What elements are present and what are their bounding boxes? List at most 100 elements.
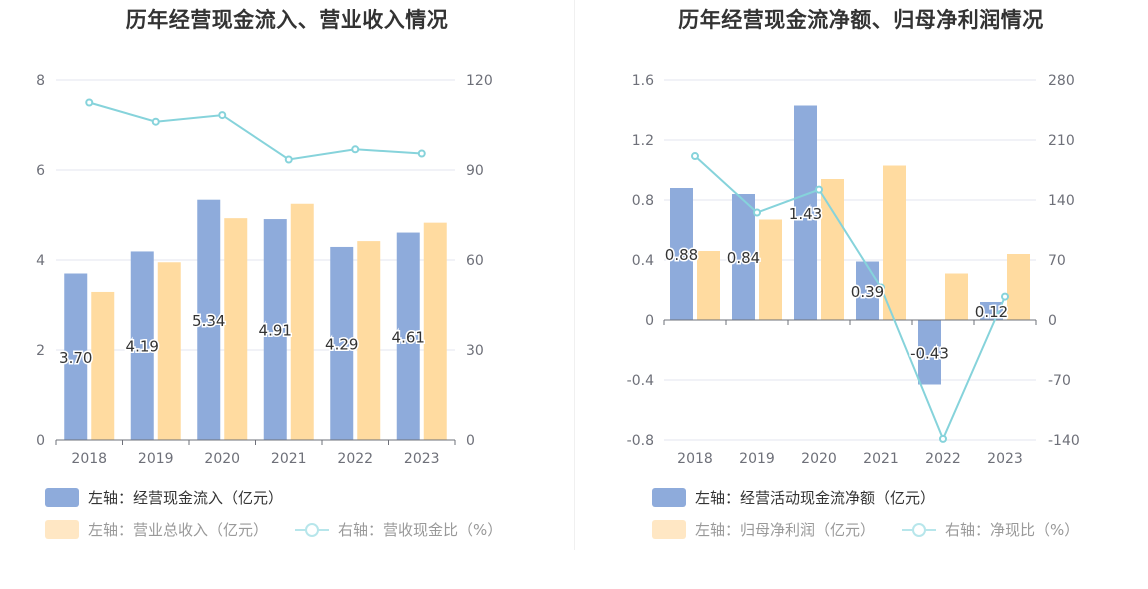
line-point-2020 — [815, 185, 823, 194]
line-point-2022 — [939, 434, 947, 443]
y-right-tick-label: 30 — [466, 343, 484, 359]
legend-swatch-bar-orange — [45, 520, 79, 539]
line-point-2019 — [151, 117, 160, 126]
bar-2020-series-1 — [794, 105, 817, 320]
data-label: 5.34 — [192, 312, 225, 330]
x-tick-label: 2019 — [138, 451, 174, 467]
chart-left-plot: 0 0 2 30 4 60 6 90 8 120 2018 2019 2020 2021 2022 2023 3… — [36, 73, 493, 467]
bar-2020-series-1 — [197, 199, 221, 440]
y-right-tick-label: 120 — [466, 73, 493, 89]
line-point-2023 — [417, 149, 426, 158]
y-left-tick-label: 1.2 — [632, 133, 654, 149]
chart-right-plot: -0.8 -140 -0.4 -70 0 0 0.4 70 0.8 140 1.2 210 1.6 280… — [627, 73, 1080, 467]
line-point-2018 — [691, 152, 699, 161]
y-right-tick-label: 70 — [1048, 253, 1066, 269]
bar-2020-series-2 — [821, 179, 844, 320]
data-label: 4.29 — [325, 335, 358, 353]
legend-item-net-profit[interactable]: 左轴：归母净利润（亿元） — [652, 519, 875, 540]
bar-2021-series-1 — [263, 219, 287, 440]
data-label: -0.43 — [910, 344, 949, 362]
legend-item-revenue[interactable]: 左轴：营业总收入（亿元） — [45, 519, 268, 540]
line-point-2018 — [85, 98, 94, 107]
y-right-tick-label: 0 — [1048, 313, 1057, 329]
line-series — [694, 155, 1006, 442]
y-left-tick-label: 4 — [36, 253, 45, 269]
legend-line-circle-icon — [902, 520, 936, 539]
line-point-2022 — [351, 145, 360, 154]
data-label: 0.39 — [851, 283, 884, 301]
legend-item-net-cash-flow[interactable]: 左轴：经营活动现金流净额（亿元） — [652, 487, 935, 508]
chart-panel-left: 历年经营现金流入、营业收入情况 0 0 2 30 4 60 6 90 8 120 2018 2019 2… — [36, 8, 502, 540]
y-left-tick-label: -0.8 — [627, 433, 654, 449]
x-tick-label: 2022 — [925, 451, 961, 467]
y-left-tick-label: 6 — [36, 163, 45, 179]
bar-2018-series-2 — [697, 251, 720, 320]
y-right-tick-label: -140 — [1048, 433, 1080, 449]
legend-item-net-cash-ratio[interactable]: 右轴：净现比（%） — [902, 519, 1079, 540]
y-left-tick-label: 0 — [645, 313, 654, 329]
bar-2020-series-2 — [224, 218, 248, 440]
legend-item-cash-inflow[interactable]: 左轴：经营现金流入（亿元） — [45, 487, 283, 508]
data-label: 3.70 — [59, 349, 92, 367]
bar-2022-series-2 — [357, 241, 381, 440]
bar-2022-series-2 — [945, 273, 968, 320]
y-right-tick-label: -70 — [1048, 373, 1071, 389]
x-tick-label: 2023 — [987, 451, 1023, 467]
x-tick-label: 2022 — [337, 451, 373, 467]
bar-2018-series-2 — [91, 291, 115, 440]
legend-label: 左轴：营业总收入（亿元） — [88, 521, 269, 539]
y-right-tick-label: 210 — [1048, 133, 1075, 149]
legend-line-circle-icon — [295, 520, 329, 539]
x-tick-label: 2020 — [801, 451, 837, 467]
legend-label: 左轴：经营活动现金流净额（亿元） — [695, 489, 936, 507]
legend-label: 右轴：净现比（%） — [945, 521, 1080, 539]
data-label: 4.61 — [392, 328, 425, 346]
bar-2023-series-2 — [1007, 254, 1030, 320]
y-left-tick-label: -0.4 — [627, 373, 654, 389]
y-right-tick-label: 280 — [1048, 73, 1075, 89]
y-left-tick-label: 0.4 — [632, 253, 654, 269]
y-left-tick-label: 8 — [36, 73, 45, 89]
y-left-tick-label: 0 — [36, 433, 45, 449]
x-tick-label: 2021 — [271, 451, 307, 467]
line-point-2019 — [753, 208, 761, 217]
bar-2021-series-2 — [883, 165, 906, 320]
y-right-tick-label: 90 — [466, 163, 484, 179]
data-label: 0.84 — [727, 249, 760, 267]
line-series — [88, 101, 422, 161]
line-point-2020 — [218, 111, 227, 120]
data-label: 0.12 — [975, 303, 1008, 321]
line-point-2021 — [877, 283, 885, 292]
legend-swatch-bar-blue — [45, 488, 79, 507]
chart-title-left: 历年经营现金流入、营业收入情况 — [125, 8, 449, 32]
bar-2022-series-1 — [330, 246, 354, 440]
legend-label: 右轴：营收现金比（%） — [338, 521, 503, 539]
bar-2022-series-1 — [918, 320, 941, 385]
x-tick-label: 2019 — [739, 451, 775, 467]
chart-panel-right: 历年经营现金流净额、归母净利润情况 -0.8 -140 -0.4 -70 0 0 0.4 70… — [574, 0, 1148, 589]
bar-2018-series-1 — [64, 273, 88, 440]
legend-label: 左轴：归母净利润（亿元） — [695, 521, 876, 539]
bar-2019-series-1 — [130, 251, 154, 440]
bar-2019-series-1 — [732, 194, 755, 320]
legend-label: 左轴：经营现金流入（亿元） — [88, 489, 284, 507]
y-right-tick-label: 140 — [1048, 193, 1075, 209]
bar-2023-series-1 — [396, 232, 420, 440]
data-label: 4.91 — [259, 322, 292, 340]
x-tick-label: 2018 — [71, 451, 107, 467]
legend-swatch-bar-orange — [652, 520, 686, 539]
line-point-2023 — [1001, 292, 1009, 301]
legend-swatch-bar-blue — [652, 488, 686, 507]
data-label: 4.19 — [126, 338, 159, 356]
y-right-tick-label: 60 — [466, 253, 484, 269]
y-right-tick-label: 0 — [466, 433, 475, 449]
bar-2019-series-2 — [759, 219, 782, 320]
legend-item-cash-ratio[interactable]: 右轴：营收现金比（%） — [295, 519, 502, 540]
data-label: 1.43 — [789, 205, 822, 223]
bar-2018-series-1 — [670, 188, 693, 320]
x-tick-label: 2021 — [863, 451, 899, 467]
bar-2023-series-2 — [423, 222, 447, 440]
data-label: 0.88 — [665, 246, 698, 264]
y-left-tick-label: 0.8 — [632, 193, 654, 209]
y-left-tick-label: 1.6 — [632, 73, 654, 89]
